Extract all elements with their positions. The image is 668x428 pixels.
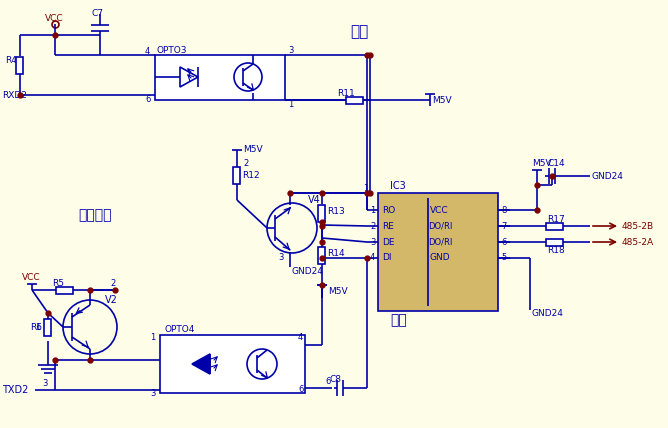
- Text: R18: R18: [547, 246, 564, 255]
- Text: DI: DI: [382, 253, 391, 262]
- Text: VCC: VCC: [430, 205, 449, 214]
- Text: 2: 2: [110, 279, 116, 288]
- Text: RE: RE: [382, 222, 394, 231]
- Text: VCC: VCC: [45, 14, 63, 23]
- Text: 4: 4: [145, 47, 150, 56]
- Text: 5: 5: [501, 253, 506, 262]
- Bar: [155, 55, 285, 100]
- Text: DO/RI: DO/RI: [428, 238, 452, 247]
- Text: OPTO3: OPTO3: [157, 45, 188, 54]
- Bar: [160, 335, 305, 393]
- Text: 485-2A: 485-2A: [622, 238, 654, 247]
- Text: C8: C8: [330, 375, 342, 384]
- Text: R17: R17: [547, 214, 564, 223]
- Text: R4: R4: [5, 56, 17, 65]
- Text: OPTO4: OPTO4: [165, 326, 195, 335]
- Bar: [546, 238, 564, 246]
- Text: R6: R6: [30, 323, 42, 332]
- Text: DO/RI: DO/RI: [428, 222, 452, 231]
- Text: 6: 6: [501, 238, 506, 247]
- Text: R5: R5: [52, 279, 64, 288]
- Text: 3: 3: [42, 378, 47, 387]
- Text: 1: 1: [35, 323, 40, 332]
- Text: V4: V4: [308, 195, 321, 205]
- Text: 6: 6: [298, 386, 303, 395]
- Bar: [319, 247, 325, 264]
- Bar: [234, 166, 240, 184]
- Text: R12: R12: [242, 170, 260, 179]
- Text: C7: C7: [92, 9, 104, 18]
- Text: M5V: M5V: [328, 286, 347, 295]
- Text: R13: R13: [327, 206, 345, 216]
- Text: V2: V2: [105, 295, 118, 305]
- Text: 收发控制: 收发控制: [78, 208, 112, 222]
- Bar: [347, 96, 363, 104]
- Text: 3: 3: [288, 45, 293, 54]
- Text: R14: R14: [327, 249, 345, 258]
- Text: GND24: GND24: [532, 309, 564, 318]
- Text: 6: 6: [145, 95, 150, 104]
- Text: M5V: M5V: [243, 146, 263, 155]
- Text: 3: 3: [370, 238, 375, 247]
- Text: 2: 2: [243, 158, 248, 167]
- Text: GND24: GND24: [592, 172, 624, 181]
- Text: 接收: 接收: [350, 24, 368, 39]
- Text: 8: 8: [501, 205, 506, 214]
- Text: DE: DE: [382, 238, 395, 247]
- Text: 1: 1: [370, 205, 375, 214]
- Text: 485-2B: 485-2B: [622, 222, 654, 231]
- Text: GND24: GND24: [292, 267, 324, 276]
- Bar: [17, 56, 23, 74]
- Text: 3: 3: [278, 253, 283, 262]
- Bar: [378, 193, 498, 311]
- Text: RXD2: RXD2: [2, 90, 27, 99]
- Bar: [546, 223, 564, 229]
- Text: 2: 2: [370, 222, 375, 231]
- Text: RO: RO: [382, 205, 395, 214]
- Text: M5V: M5V: [532, 158, 552, 167]
- Bar: [319, 205, 325, 222]
- Text: 6: 6: [325, 377, 331, 386]
- Text: 7: 7: [501, 222, 506, 231]
- Text: VCC: VCC: [22, 273, 41, 282]
- Text: GND: GND: [430, 253, 451, 262]
- Bar: [57, 286, 73, 294]
- Text: IC3: IC3: [390, 181, 405, 191]
- Text: 3: 3: [150, 389, 156, 398]
- Text: TXD2: TXD2: [2, 385, 28, 395]
- Text: 4: 4: [298, 333, 303, 342]
- Text: 1: 1: [150, 333, 155, 342]
- Text: C14: C14: [548, 158, 566, 167]
- Text: 1: 1: [363, 184, 368, 193]
- Polygon shape: [192, 354, 210, 374]
- Bar: [45, 318, 51, 336]
- Text: R11: R11: [337, 89, 355, 98]
- Text: 发送: 发送: [390, 313, 407, 327]
- Text: 1: 1: [288, 99, 293, 109]
- Text: 4: 4: [370, 253, 375, 262]
- Text: M5V: M5V: [432, 95, 452, 104]
